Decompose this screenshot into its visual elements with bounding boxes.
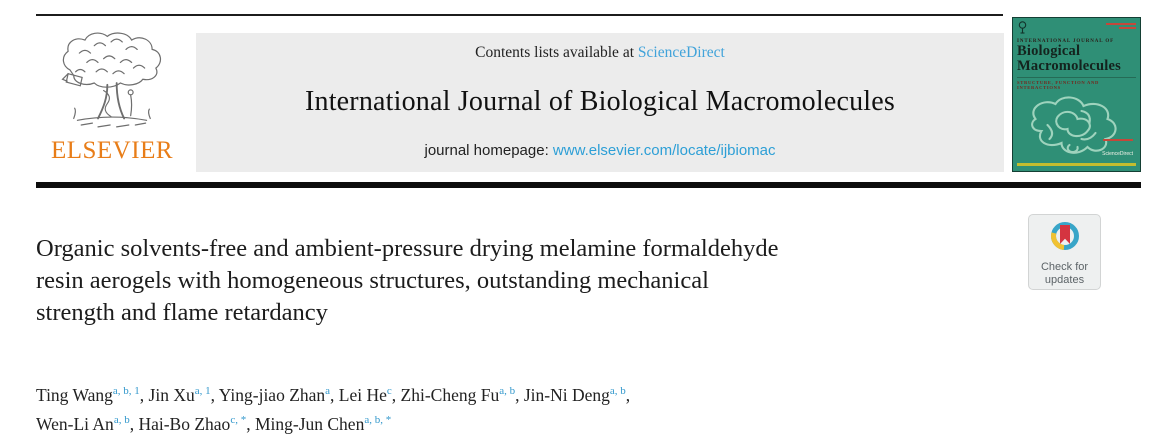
cover-yellow-bar — [1017, 163, 1136, 166]
elsevier-wordmark: ELSEVIER — [50, 137, 174, 164]
author-separator: , — [246, 414, 255, 434]
cover-footer: ScienceDirect — [1102, 139, 1133, 160]
article-title-line: Organic solvents-free and ambient-pressu… — [36, 235, 779, 262]
author-separator: , — [625, 385, 631, 405]
author-affiliations: a — [325, 385, 331, 398]
journal-header-box: Contents lists available at ScienceDirec… — [196, 33, 1004, 172]
author-separator: , — [515, 385, 524, 405]
author-name: Lei He — [338, 385, 387, 405]
cover-issn-marks — [1106, 21, 1136, 29]
cover-top-row — [1017, 21, 1136, 35]
author-name: Ming-Jun Chen — [254, 414, 365, 434]
badge-label-line2: updates — [1044, 273, 1085, 286]
elsevier-tree-icon — [36, 27, 188, 139]
author-affiliations: a, b — [609, 385, 626, 398]
article-title: Organic solvents-free and ambient-pressu… — [36, 233, 896, 328]
contents-prefix: Contents lists available at — [475, 44, 638, 61]
header-bottom-rule — [36, 182, 1141, 188]
homepage-line: journal homepage: www.elsevier.com/locat… — [424, 142, 775, 159]
author-list: Ting Wanga, b, 1, Jin Xua, 1, Ying-jiao … — [36, 381, 896, 439]
author-affiliations: a, b, * — [364, 414, 392, 427]
journal-homepage-link[interactable]: www.elsevier.com/locate/ijbiomac — [552, 142, 776, 159]
homepage-prefix: journal homepage: — [424, 142, 553, 159]
crossmark-icon — [1046, 222, 1084, 260]
author-name: Wen-Li An — [36, 414, 114, 434]
journal-title: International Journal of Biological Macr… — [304, 86, 896, 117]
contents-line: Contents lists available at ScienceDirec… — [475, 44, 725, 62]
author-name: Ting Wang — [36, 385, 113, 405]
elsevier-logo: ELSEVIER — [36, 27, 188, 173]
cover-tree-icon — [1017, 21, 1028, 39]
author-separator: , — [210, 385, 219, 405]
cover-title-line1: Biological — [1017, 43, 1081, 59]
author-separator: , — [330, 385, 339, 405]
cover-subtitle: STRUCTURE, FUNCTION AND INTERACTIONS — [1017, 77, 1136, 90]
author-name: Hai-Bo Zhao — [138, 414, 231, 434]
author-affiliations: a, b — [499, 385, 516, 398]
author-name: Jin-Ni Deng — [523, 385, 610, 405]
check-for-updates-badge[interactable]: Check for updates — [1028, 214, 1101, 290]
article-title-line: resin aerogels with homogeneous structur… — [36, 266, 709, 294]
header-top-rule — [36, 14, 1003, 16]
cover-title-line2: Macromolecules — [1017, 58, 1121, 74]
author-name: Jin Xu — [148, 385, 195, 405]
author-affiliations: c, * — [230, 414, 247, 427]
badge-label-line1: Check for — [1040, 261, 1089, 273]
sciencedirect-link[interactable]: ScienceDirect — [637, 44, 725, 61]
author-separator: , — [391, 385, 401, 405]
author-affiliations: c — [386, 385, 392, 398]
author-affiliations: a, 1 — [194, 385, 211, 398]
author-affiliations: a, b — [113, 414, 130, 427]
journal-cover-thumbnail[interactable]: INTERNATIONAL JOURNAL OF Biological Macr… — [1012, 17, 1141, 172]
cover-sciencedirect-brand: ScienceDirect — [1102, 151, 1133, 157]
author-separator: , — [139, 385, 149, 405]
author-affiliations: a, b, 1 — [112, 385, 140, 398]
cover-series-line: INTERNATIONAL JOURNAL OF — [1017, 39, 1115, 44]
article-title-line: strength and flame retardancy — [36, 298, 328, 326]
author-separator: , — [129, 414, 139, 434]
author-name: Ying-jiao Zhan — [218, 385, 326, 405]
author-name: Zhi-Cheng Fu — [400, 385, 500, 405]
